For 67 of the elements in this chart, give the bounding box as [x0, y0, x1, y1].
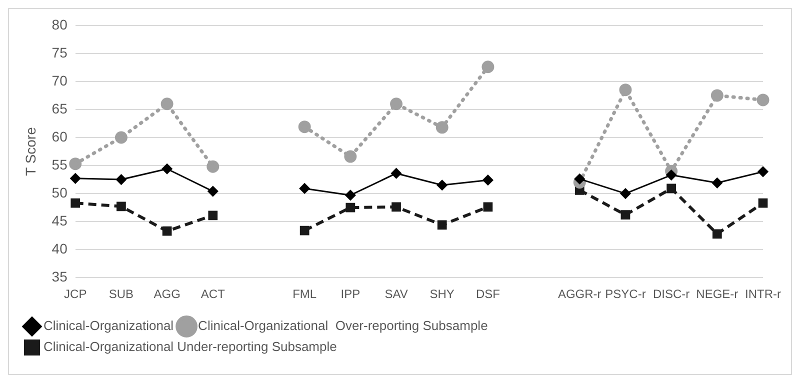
x-tick-label: SHY: [430, 287, 454, 302]
point: [391, 168, 402, 179]
legend-label: Clinical-Organizational Over-reporting Subsample: [198, 318, 488, 334]
point: [482, 174, 494, 186]
point: [162, 226, 172, 236]
point: [483, 202, 493, 212]
y-tick-label: 60: [52, 128, 68, 144]
point: [344, 150, 357, 163]
point: [712, 178, 722, 188]
y-tick-label: 50: [52, 184, 68, 200]
point: [482, 60, 494, 74]
point: [756, 94, 770, 106]
x-tick-label: PSYC-r: [605, 287, 646, 302]
point: [206, 160, 220, 173]
x-tick-label: AGGR-r: [558, 287, 602, 302]
x-tick-label: FML: [292, 287, 317, 302]
x-tick-label: SAV: [384, 287, 408, 302]
y-tick-label: 45: [52, 212, 68, 228]
y-axis-title: T Score: [22, 126, 38, 176]
point: [620, 210, 630, 220]
point: [666, 184, 676, 194]
point: [114, 131, 128, 144]
x-tick-label: ACT: [200, 287, 226, 302]
point: [758, 198, 768, 208]
point: [619, 84, 632, 96]
point: [116, 174, 126, 185]
point: [436, 180, 448, 190]
point: [69, 158, 82, 170]
y-tick-label: 55: [52, 156, 68, 172]
point: [160, 98, 174, 110]
legend-label: Clinical-Organizational Under-reporting Subsample: [44, 339, 337, 354]
x-tick-label: DISC-r: [652, 287, 690, 302]
point: [299, 183, 310, 194]
y-tick-label: 40: [52, 240, 68, 256]
point: [666, 170, 677, 180]
point: [345, 190, 356, 200]
x-tick-label: JCP: [64, 287, 87, 302]
point: [712, 229, 722, 239]
y-tick-label: 75: [52, 44, 68, 60]
point: [574, 174, 585, 184]
point: [162, 164, 172, 174]
y-tick-label: 70: [52, 72, 68, 88]
x-tick-label: IPP: [340, 287, 360, 302]
legend-label: Clinical-Organizational: [44, 318, 174, 334]
point: [710, 89, 724, 102]
x-tick-label: AGG: [154, 287, 180, 302]
x-tick-label: NEGE-r: [696, 287, 738, 302]
y-tick-label: 65: [52, 100, 68, 116]
point: [300, 226, 310, 236]
x-tick-label: DSF: [476, 287, 500, 302]
point: [620, 188, 631, 199]
point: [298, 120, 311, 134]
y-tick-label: 80: [52, 16, 68, 32]
point: [208, 210, 218, 220]
point: [436, 121, 448, 134]
point: [392, 202, 401, 212]
point: [437, 220, 447, 230]
point: [116, 202, 126, 212]
x-tick-label: INTR-r: [745, 287, 782, 302]
point: [208, 186, 218, 197]
point: [70, 198, 80, 208]
y-tick-label: 35: [52, 268, 68, 284]
point: [390, 98, 403, 110]
point: [346, 202, 356, 212]
point: [758, 166, 768, 177]
x-tick-label: SUB: [108, 287, 134, 302]
point: [70, 173, 81, 184]
